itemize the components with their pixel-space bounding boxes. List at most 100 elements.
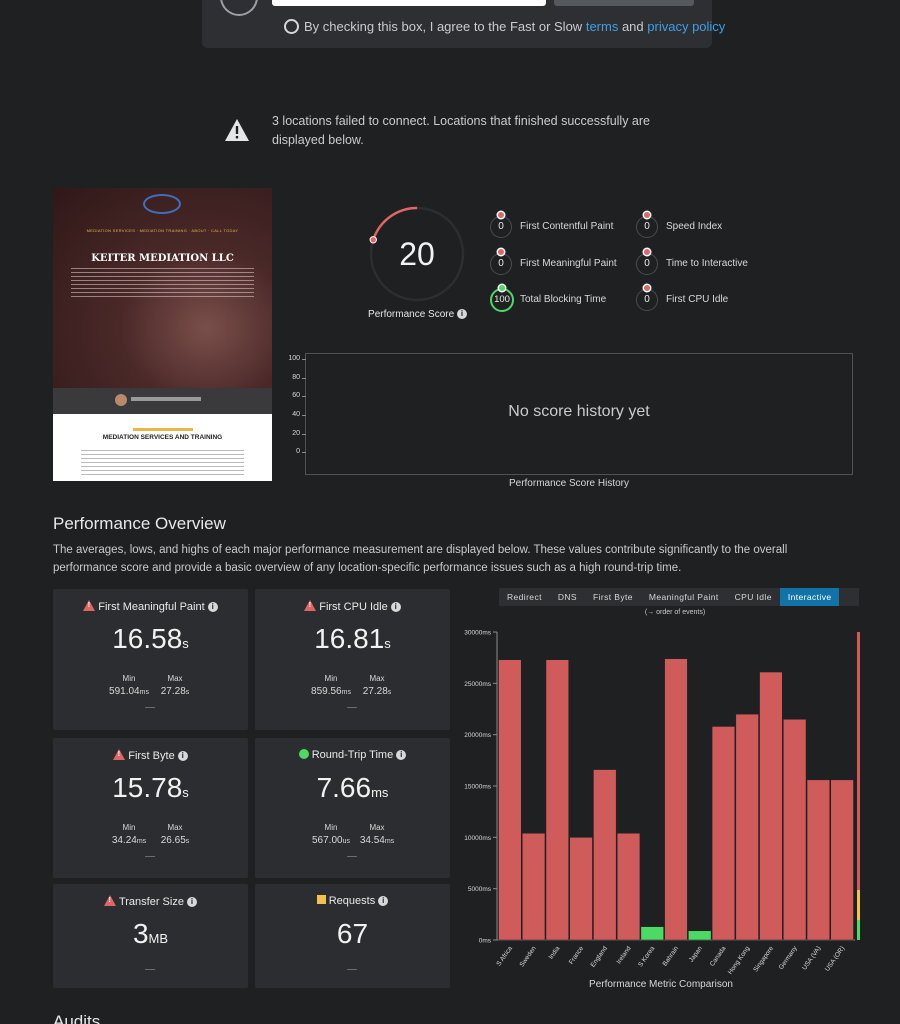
status-dot	[644, 285, 650, 291]
tab-interactive[interactable]: Interactive	[779, 588, 840, 606]
min-label: Min	[122, 823, 136, 832]
info-icon[interactable]: i	[177, 751, 188, 762]
card-divider	[145, 856, 155, 857]
info-icon[interactable]: i	[207, 602, 218, 613]
card-value: 7.66ms	[255, 772, 450, 804]
metric-label: Time to Interactive	[666, 258, 748, 269]
terms-link[interactable]: terms	[585, 19, 619, 34]
min-value: 859.56ms	[311, 686, 351, 697]
card-title: Transfer Size	[118, 896, 184, 908]
info-icon[interactable]: i	[187, 897, 198, 908]
agree-text: By checking this box, I agree to the Fas…	[304, 19, 725, 34]
agree-checkbox[interactable]	[284, 19, 299, 34]
card-divider	[347, 707, 357, 708]
min-label: Min	[324, 823, 338, 832]
tab-redirect[interactable]: Redirect	[507, 592, 542, 602]
x-tick-label: S Africa	[495, 945, 514, 968]
overview-description: The averages, lows, and highs of each ma…	[53, 544, 788, 574]
card-transfer-size: Transfer Size i 3MB	[53, 884, 248, 988]
bar-ireland	[616, 832, 641, 941]
analyze-button[interactable]	[554, 0, 694, 6]
max-label: Max	[167, 674, 183, 683]
info-icon[interactable]: i	[456, 309, 467, 320]
status-dot	[499, 285, 505, 291]
bar-usa-va-	[806, 779, 831, 941]
url-input[interactable]	[272, 0, 546, 6]
warning-icon	[304, 600, 317, 611]
agree-and: and	[621, 19, 644, 34]
card-value-unit: s	[182, 785, 189, 800]
card-value: 16.81s	[255, 623, 450, 655]
x-tick-label: Ireland	[616, 945, 633, 966]
info-icon[interactable]: i	[396, 750, 407, 761]
x-tick-label: England	[590, 945, 610, 969]
card-value-unit: ms	[371, 785, 389, 800]
score-arc-end	[369, 236, 377, 244]
info-icon[interactable]: i	[390, 602, 401, 613]
page-screenshot: MEDIATION SERVICES · MEDIATION TRAINING …	[53, 188, 272, 481]
x-tick-label: Japan	[688, 945, 704, 964]
metric-label: First Contentful Paint	[520, 221, 614, 232]
warning-icon	[225, 119, 249, 141]
metric-label: Speed Index	[666, 221, 723, 232]
status-dot	[498, 212, 504, 218]
performance-score-label: Performance Score i	[350, 309, 485, 320]
failed-locations-warning: 3 locations failed to connect. Locations…	[272, 114, 650, 147]
score-history-chart	[305, 353, 853, 475]
no-history-message: No score history yet	[508, 403, 650, 420]
tab-dns[interactable]: DNS	[557, 592, 578, 602]
bar-s-africa	[498, 659, 522, 941]
card-title: First Byte	[128, 750, 175, 762]
min-value: 567.00us	[312, 835, 350, 846]
x-tick-label: USA (OR)	[824, 945, 846, 973]
min-value: 34.24ms	[111, 835, 147, 846]
x-tick-label: India	[548, 945, 562, 961]
card-title: Round-Trip Time	[311, 749, 394, 761]
history-chart-title: Performance Score History	[508, 478, 630, 489]
bar-bahrain	[664, 658, 688, 941]
card-value-unit: s	[384, 636, 391, 651]
min-label: Min	[122, 674, 136, 683]
max-value: 26.65s	[160, 835, 190, 846]
agree-prefix: By checking this box, I agree to the Fas…	[304, 19, 583, 34]
card-value: 3MB	[53, 918, 248, 950]
history-tick: 100	[278, 355, 306, 362]
metric-label: First CPU Idle	[666, 294, 729, 305]
tab-meaningful-paint[interactable]: Meaningful Paint	[648, 592, 719, 602]
bar-usa-or-	[830, 779, 854, 941]
x-tick-label: Canada	[709, 945, 728, 968]
status-dot	[498, 249, 504, 255]
metric-tabs: Redirect DNS First Byte Meaningful Paint…	[499, 588, 859, 606]
card-value-number: 16.81	[314, 623, 385, 654]
y-tick-label: 15000ms	[464, 784, 491, 791]
y-tick-label: 0ms	[479, 938, 492, 945]
chart-title: Performance Metric Comparison	[589, 979, 733, 990]
max-value: 27.28s	[160, 686, 190, 697]
screenshot-section-title: MEDIATION SERVICES AND TRAINING	[102, 434, 223, 441]
bar-france	[569, 837, 593, 941]
tab-cpu-idle[interactable]: CPU Idle	[734, 592, 772, 602]
card-divider	[145, 707, 155, 708]
tab-first-byte[interactable]: First Byte	[593, 592, 633, 602]
x-tick-label: Bahrain	[662, 945, 681, 968]
card-value-number: 3	[132, 918, 149, 949]
scroll-indicator-mid	[857, 890, 860, 920]
privacy-policy-link[interactable]: privacy policy	[647, 19, 726, 34]
card-value-unit: MB	[148, 931, 169, 946]
bar-hong-kong	[735, 713, 759, 941]
screenshot-heading: KEITER MEDIATION LLC	[91, 253, 234, 264]
ok-dot-icon	[298, 749, 309, 759]
info-icon[interactable]: i	[378, 896, 389, 907]
history-tick: 60	[278, 392, 306, 399]
card-first-cpu-idle: First CPU Idle i 16.81s Min Max 859.56ms…	[255, 589, 450, 730]
bar-canada	[711, 726, 736, 941]
x-tick-label: USA (VA)	[801, 945, 822, 971]
performance-score-gauge	[369, 206, 465, 302]
metric-score: 0	[490, 216, 512, 238]
metric-label: Total Blocking Time	[520, 294, 607, 305]
warning-icon	[83, 600, 96, 611]
card-value-number: 15.78	[112, 772, 183, 803]
bar-germany	[783, 719, 807, 941]
scroll-indicator	[857, 632, 860, 940]
card-title: Requests	[328, 895, 376, 907]
